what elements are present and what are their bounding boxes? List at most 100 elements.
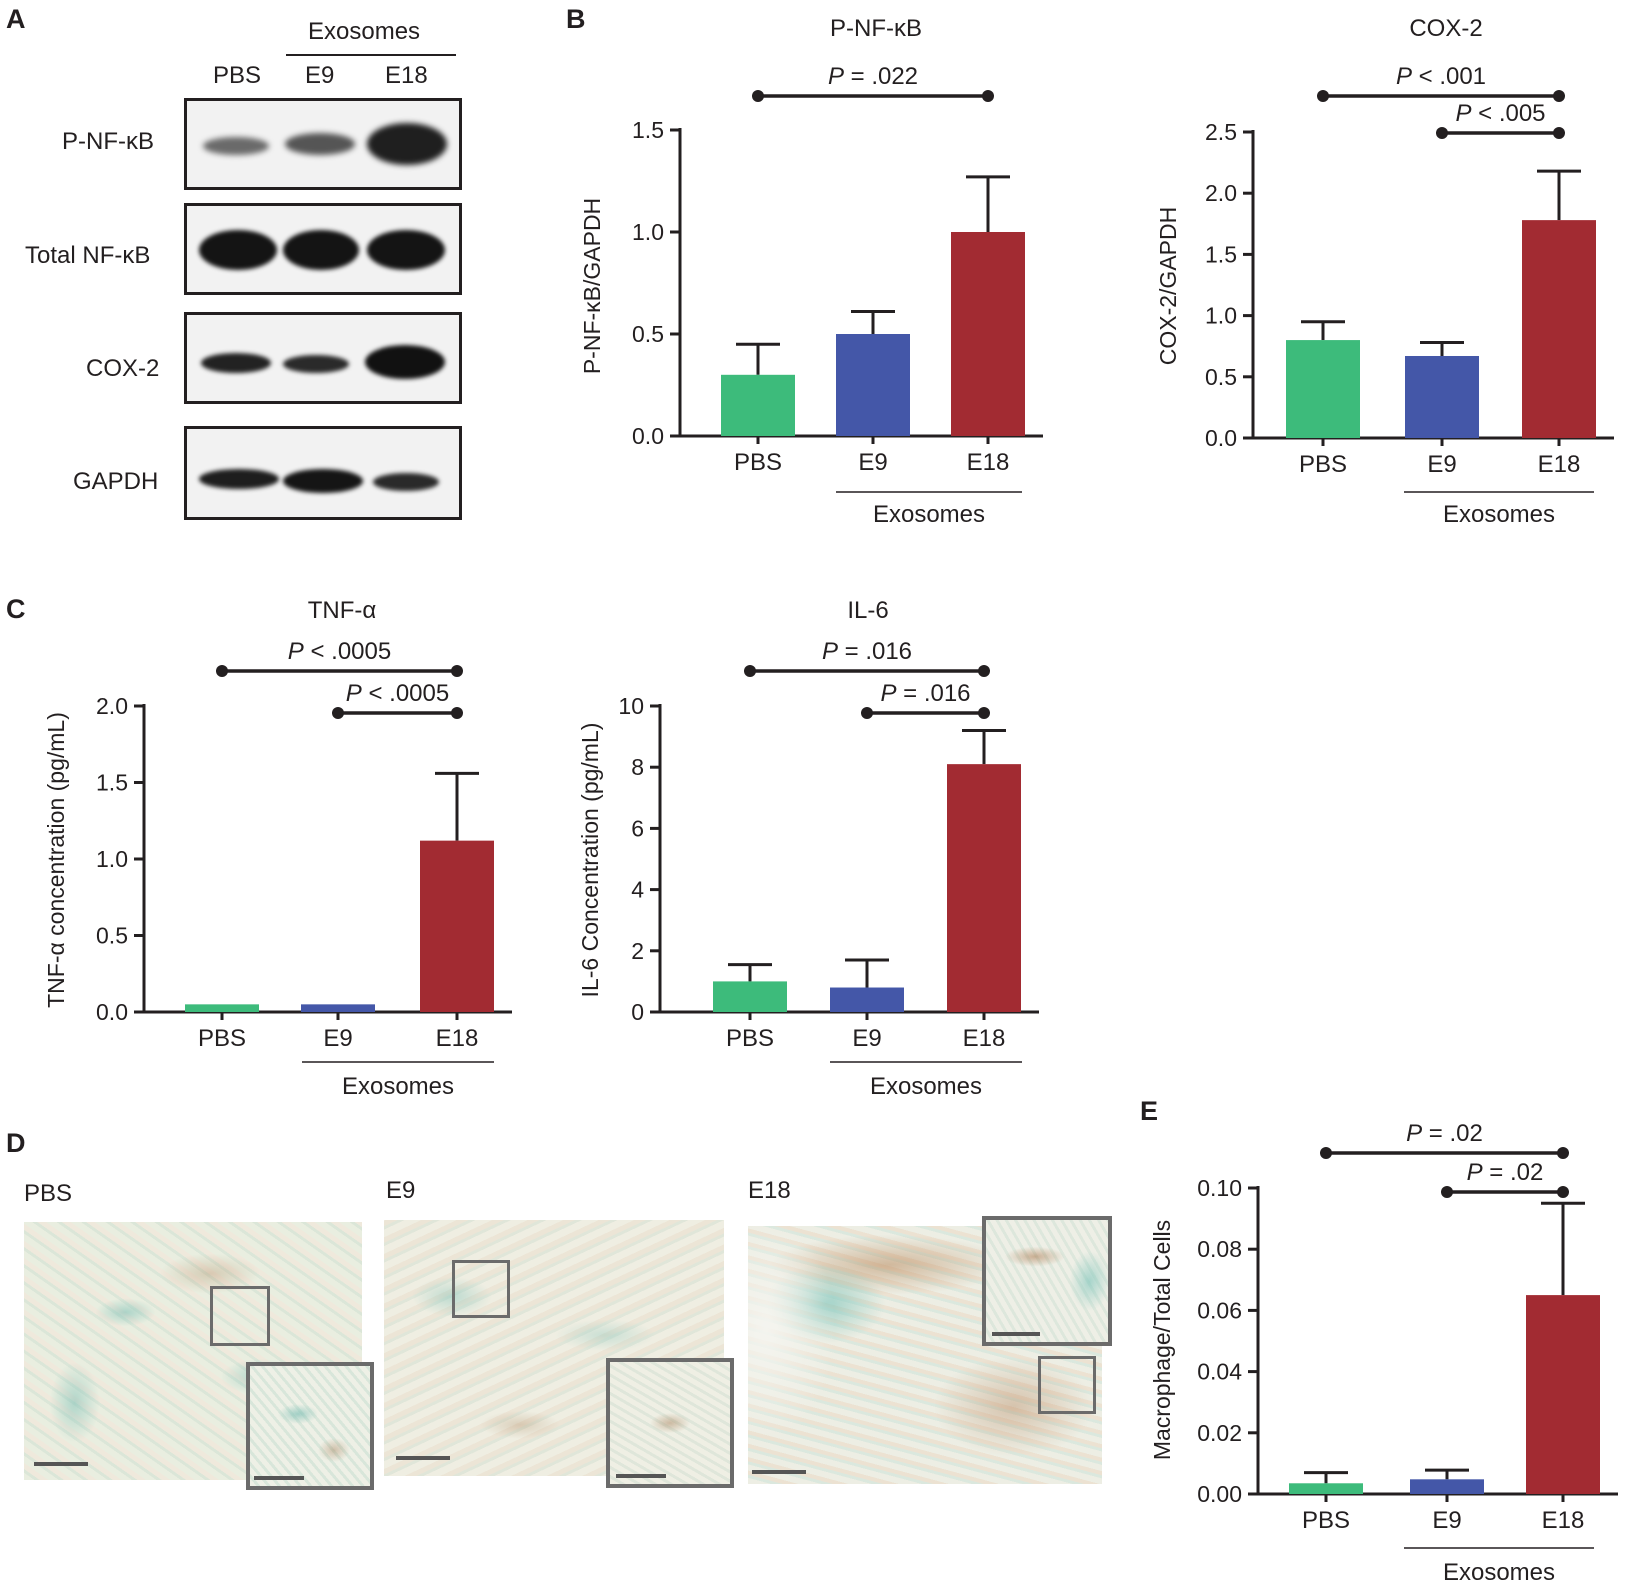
panel-letter-b: B	[566, 4, 586, 34]
significance-dot	[861, 707, 873, 719]
significance-dot	[451, 665, 463, 677]
significance-dot	[332, 707, 344, 719]
bar-pbs	[721, 374, 795, 436]
inset-marker-box	[452, 1260, 510, 1318]
chart-pnfkb: P-NF-κB P-NF-κB/GAPDH 0.0 0.5 1.0 1.5 PBS E9 E18…	[579, 15, 1043, 528]
x-tick-label: E9	[1427, 451, 1456, 478]
y-tick-label: 0.04	[1197, 1359, 1242, 1385]
bar-e18	[1522, 220, 1596, 438]
y-tick-label: 0.06	[1197, 1297, 1242, 1323]
y-tick-label: 0.0	[632, 423, 664, 449]
x-tick-label: E18	[1542, 1507, 1585, 1534]
y-axis-label: P-NF-κB/GAPDH	[579, 198, 605, 374]
y-axis-label: IL-6 Concentration (pg/mL)	[577, 723, 603, 998]
significance-dot	[451, 707, 463, 719]
group-label: Exosomes	[1443, 501, 1555, 528]
blot-strip-cox2	[184, 312, 462, 404]
p-value-label: P = .022	[828, 63, 918, 90]
significance-dot	[1553, 127, 1565, 139]
blot-band	[283, 355, 349, 373]
p-value-label: P = .02	[1467, 1159, 1544, 1186]
y-tick-label: 10	[618, 693, 644, 719]
group-label: Exosomes	[870, 1073, 982, 1100]
blot-lane-label: E18	[385, 62, 428, 89]
panel-letter-e: E	[1140, 1096, 1159, 1126]
significance-dot	[978, 707, 990, 719]
y-tick-label: 0.5	[632, 321, 664, 347]
scale-bar	[752, 1470, 806, 1474]
y-tick-label: 1.0	[96, 846, 128, 872]
y-tick-label: 1.0	[1205, 303, 1237, 329]
blot-row-label: Total NF-κB	[25, 242, 151, 269]
scale-bar	[34, 1462, 88, 1466]
group-label: Exosomes	[873, 501, 985, 528]
y-tick-label: 0.5	[1205, 364, 1237, 390]
chart-title: P-NF-κB	[830, 15, 922, 42]
bar-pbs	[1286, 340, 1360, 438]
p-value-label: P < .0005	[288, 638, 391, 665]
x-tick-label: PBS	[1299, 451, 1347, 478]
x-tick-label: PBS	[1302, 1507, 1350, 1534]
micrograph-label: E9	[386, 1177, 416, 1204]
blot-band	[199, 469, 279, 489]
chart-title: TNF-α	[308, 597, 377, 624]
y-tick-label: 2.0	[96, 693, 128, 719]
blot-group-line	[286, 54, 456, 56]
x-tick-label: E9	[852, 1025, 881, 1052]
bar-e9	[830, 987, 904, 1012]
panel-letter-d: D	[6, 1128, 26, 1158]
blot-lane-label: PBS	[213, 62, 262, 89]
significance-dot	[1553, 90, 1565, 102]
significance-dot	[1557, 1147, 1569, 1159]
bar-e9	[1405, 355, 1479, 438]
blot-band	[199, 230, 277, 270]
y-tick-label: 1.0	[632, 219, 664, 245]
y-axis-label: Macrophage/Total Cells	[1149, 1220, 1175, 1460]
p-value-label: P < .0005	[346, 680, 449, 707]
significance-dot	[1436, 127, 1448, 139]
p-value-label: P < .001	[1396, 63, 1486, 90]
chart-title: IL-6	[847, 597, 888, 624]
group-label: Exosomes	[342, 1073, 454, 1100]
blot-row-label: GAPDH	[73, 468, 159, 495]
blot-band	[367, 123, 447, 165]
x-tick-label: E18	[1538, 451, 1581, 478]
y-tick-label: 4	[631, 877, 644, 903]
scale-bar	[616, 1474, 666, 1478]
significance-dot	[216, 665, 228, 677]
chart-macro: Macrophage/Total Cells 0.00 0.02 0.04 0.06 0.…	[1149, 1120, 1618, 1584]
x-tick-label: PBS	[734, 449, 782, 476]
significance-dot	[978, 665, 990, 677]
significance-dot	[752, 90, 764, 102]
blot-band	[285, 133, 355, 155]
significance-dot	[1320, 1147, 1332, 1159]
y-tick-label: 8	[631, 754, 644, 780]
x-tick-label: E9	[323, 1025, 352, 1052]
panel-letter-c: C	[6, 594, 26, 624]
bar-e18	[420, 840, 494, 1012]
x-tick-label: E9	[1432, 1507, 1461, 1534]
bar-pbs	[713, 981, 787, 1012]
blot-row-label: COX-2	[86, 355, 160, 382]
blot-band	[203, 137, 269, 155]
micrograph-label: PBS	[24, 1180, 73, 1207]
y-axis-label: TNF-α concentration (pg/mL)	[43, 712, 69, 1008]
y-tick-label: 6	[631, 815, 644, 841]
y-tick-label: 1.5	[96, 770, 128, 796]
chart-title: COX-2	[1409, 15, 1482, 42]
blot-band	[365, 345, 445, 379]
x-tick-label: PBS	[198, 1025, 246, 1052]
micrograph-pbs-inset	[246, 1362, 374, 1490]
y-tick-label: 2.0	[1205, 180, 1237, 206]
blot-band	[201, 353, 271, 373]
panel-letter-a: A	[6, 4, 26, 34]
significance-dot	[1317, 90, 1329, 102]
scale-bar	[396, 1456, 450, 1460]
scale-bar	[254, 1476, 304, 1480]
y-tick-label: 2	[631, 938, 644, 964]
bar-pbs	[185, 1004, 259, 1012]
x-tick-label: E18	[967, 449, 1010, 476]
y-tick-label: 1.5	[632, 117, 664, 143]
blot-band	[283, 230, 359, 270]
